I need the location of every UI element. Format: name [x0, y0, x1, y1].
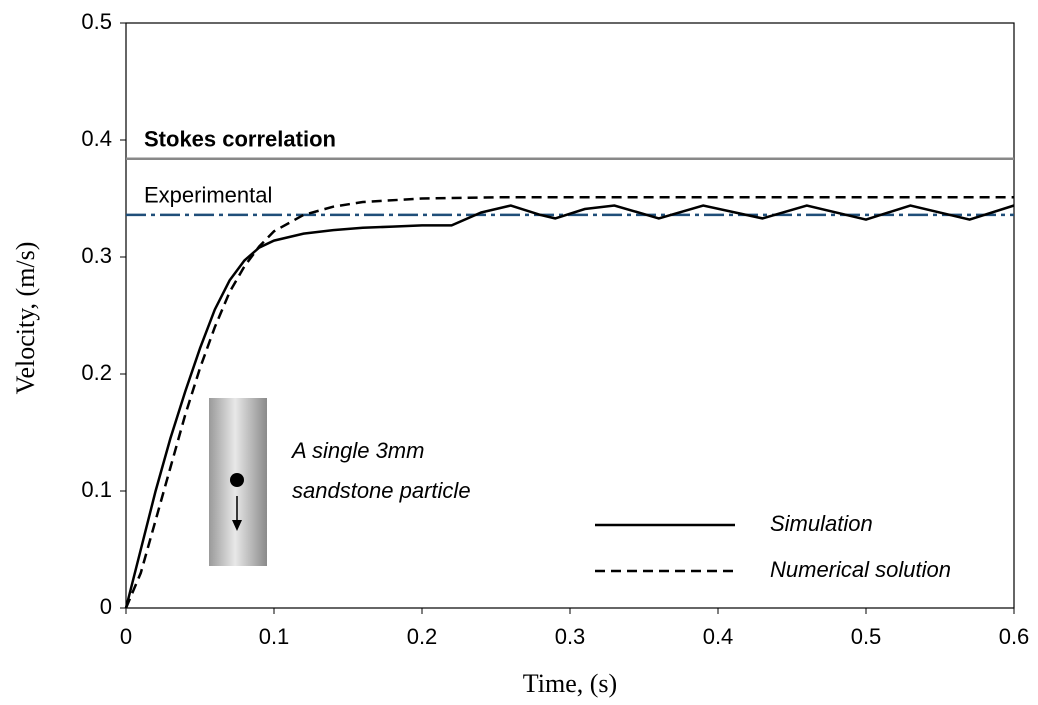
annotation: A single 3mm [290, 438, 424, 463]
y-tick-label: 0.1 [81, 477, 112, 502]
y-tick-label: 0 [100, 594, 112, 619]
annotation: sandstone particle [292, 478, 471, 503]
x-tick-label: 0.1 [259, 624, 290, 649]
x-tick-label: 0.6 [999, 624, 1030, 649]
reference-label: Experimental [144, 183, 272, 208]
y-axis-label: Velocity, (m/s) [11, 242, 40, 395]
x-tick-label: 0 [120, 624, 132, 649]
x-tick-label: 0.4 [703, 624, 734, 649]
series-line [124, 204, 1015, 609]
x-tick-label: 0.2 [407, 624, 438, 649]
y-tick-label: 0.2 [81, 360, 112, 385]
series-line [124, 196, 1014, 609]
legend-label: Numerical solution [770, 557, 951, 582]
reference-label: Stokes correlation [144, 127, 336, 152]
legend-label: Simulation [770, 511, 873, 536]
y-tick-label: 0.5 [81, 9, 112, 34]
particle [230, 473, 244, 487]
y-tick-label: 0.4 [81, 126, 112, 151]
arrow-head [232, 520, 242, 531]
inset-figure [209, 398, 267, 566]
x-axis-label: Time, (s) [523, 669, 617, 698]
x-tick-label: 0.5 [851, 624, 882, 649]
x-tick-label: 0.3 [555, 624, 586, 649]
y-tick-label: 0.3 [81, 243, 112, 268]
